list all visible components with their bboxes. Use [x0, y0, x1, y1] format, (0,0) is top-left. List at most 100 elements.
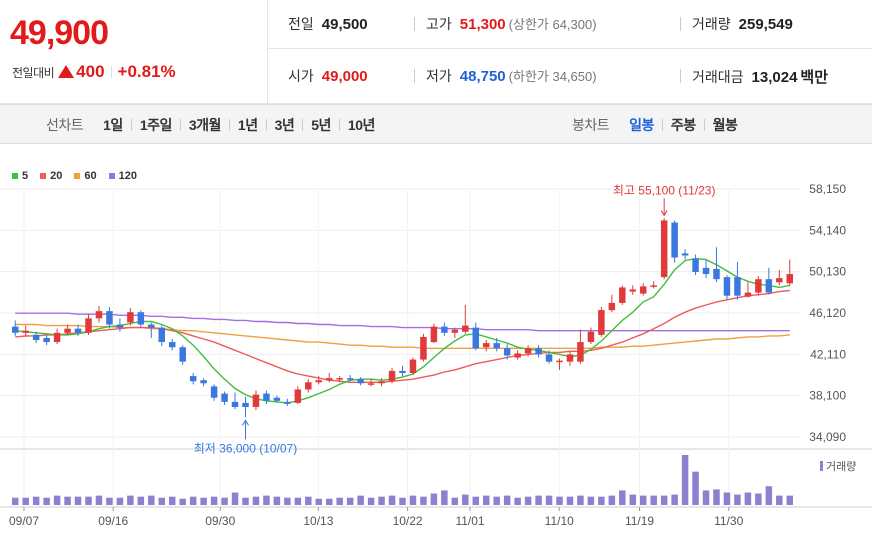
divider — [110, 66, 112, 78]
volume-label: 거래량 — [692, 16, 731, 32]
row-divider — [268, 48, 872, 49]
candle-body — [74, 328, 82, 333]
candle-body — [629, 289, 637, 292]
candle-body — [765, 279, 773, 293]
volume-bar — [273, 496, 281, 505]
candle-body — [462, 325, 469, 332]
volume-bar — [765, 486, 773, 505]
open-price: 시가 49,000 — [288, 66, 368, 86]
candle-body — [577, 342, 584, 362]
tab-divider — [179, 119, 181, 131]
volume-bar — [681, 455, 689, 505]
legend-swatch — [108, 173, 115, 179]
volume-bar — [608, 495, 616, 505]
candle-body — [493, 343, 500, 349]
candle-chart-tab-0[interactable]: 일봉 — [629, 117, 654, 133]
candle-body — [116, 324, 124, 328]
low-arrow-icon — [242, 419, 249, 426]
candle-body — [158, 327, 166, 343]
volume-bar — [755, 493, 762, 505]
line-chart-label: 선차트 — [46, 117, 84, 133]
low-price: 저가 48,750 (하한가 34,650) — [426, 66, 597, 86]
change-percent: +0.81% — [117, 62, 176, 81]
volume-bar — [556, 496, 563, 505]
candle-body — [64, 328, 71, 333]
candle-body — [11, 326, 19, 333]
line-chart-tab-2[interactable]: 3개월 — [188, 117, 222, 133]
chart-tab-bar: 선차트 1일 1주일 3개월 1년 3년 5년 10년 봉차트 일봉 주봉 월봉 — [0, 104, 872, 144]
high-price: 고가 51,300 (상한가 64,300) — [426, 14, 597, 34]
volume-bar — [367, 497, 375, 505]
volume-bar — [294, 497, 302, 505]
chart-legend: 5 20 60 120 — [12, 170, 137, 182]
open-value: 49,000 — [321, 68, 368, 85]
amount-unit: 백만 — [800, 69, 829, 86]
candle-body — [95, 311, 103, 319]
legend-swatch — [40, 173, 47, 179]
volume-bar — [221, 497, 228, 505]
candle-body — [420, 336, 427, 360]
tab-divider — [703, 119, 705, 131]
line-chart-tab-4[interactable]: 3년 — [274, 117, 295, 133]
line-chart-tab-3[interactable]: 1년 — [237, 117, 258, 133]
candle-body — [430, 326, 438, 343]
prev-close: 전일 49,500 — [288, 14, 368, 34]
ma120-line — [15, 312, 790, 332]
volume-bar — [713, 489, 720, 505]
high-annotation: 최고 55,100 (11/23) — [613, 183, 716, 197]
change-row: 전일대비 400 +0.81% — [12, 62, 176, 82]
candle-body — [346, 378, 354, 380]
volume-bar — [702, 490, 710, 505]
candle-body — [221, 393, 228, 402]
volume-bar — [106, 497, 113, 505]
divider — [414, 69, 415, 83]
y-tick-label: 58,150 — [809, 182, 846, 196]
volume-bar — [378, 496, 385, 505]
candle-body — [315, 380, 323, 383]
volume-bar — [409, 495, 417, 505]
candle-body — [472, 327, 480, 349]
volume-bar — [388, 495, 396, 505]
candle-chart-tab-1[interactable]: 주봉 — [670, 117, 696, 133]
y-tick-label: 54,140 — [809, 223, 846, 237]
volume: 거래량 259,549 — [692, 14, 793, 34]
line-chart-tab-5[interactable]: 5년 — [311, 117, 331, 133]
ma5-line — [15, 257, 790, 404]
y-tick-label: 42,110 — [810, 347, 846, 361]
candle-body — [441, 326, 448, 333]
volume-bar — [127, 495, 134, 505]
candle-body — [231, 401, 239, 408]
candle-body — [660, 220, 668, 278]
change-value: 400 — [76, 62, 105, 81]
volume-bar — [200, 497, 207, 505]
volume-bar — [524, 496, 532, 505]
volume-value: 259,549 — [738, 16, 793, 33]
volume-bar — [346, 497, 354, 505]
candle-body — [336, 378, 343, 380]
volume-bar — [336, 497, 343, 505]
volume-legend-swatch — [820, 461, 823, 471]
line-chart-tab-6[interactable]: 10년 — [347, 117, 375, 133]
tab-divider — [661, 119, 663, 131]
line-chart-tab-1[interactable]: 1주일 — [139, 117, 173, 133]
volume-bar — [242, 497, 249, 505]
volume-bar — [598, 496, 605, 505]
candle-chart-tab-2[interactable]: 월봉 — [712, 117, 738, 133]
candle-body — [32, 334, 40, 341]
volume-bar — [32, 496, 40, 505]
volume-bar — [252, 496, 260, 505]
volume-bar — [189, 496, 197, 505]
low-label: 저가 — [426, 68, 452, 84]
volume-bar — [430, 493, 438, 505]
volume-bar — [43, 497, 50, 505]
y-tick-label: 50,130 — [809, 265, 846, 279]
volume-bar — [619, 490, 626, 505]
candle-body — [284, 401, 291, 404]
candle-body — [713, 268, 720, 280]
volume-bar — [639, 495, 647, 505]
volume-bar — [420, 496, 427, 505]
candle-body — [619, 287, 626, 303]
line-chart-tab-0[interactable]: 1일 — [103, 117, 123, 133]
candle-body — [22, 330, 29, 333]
